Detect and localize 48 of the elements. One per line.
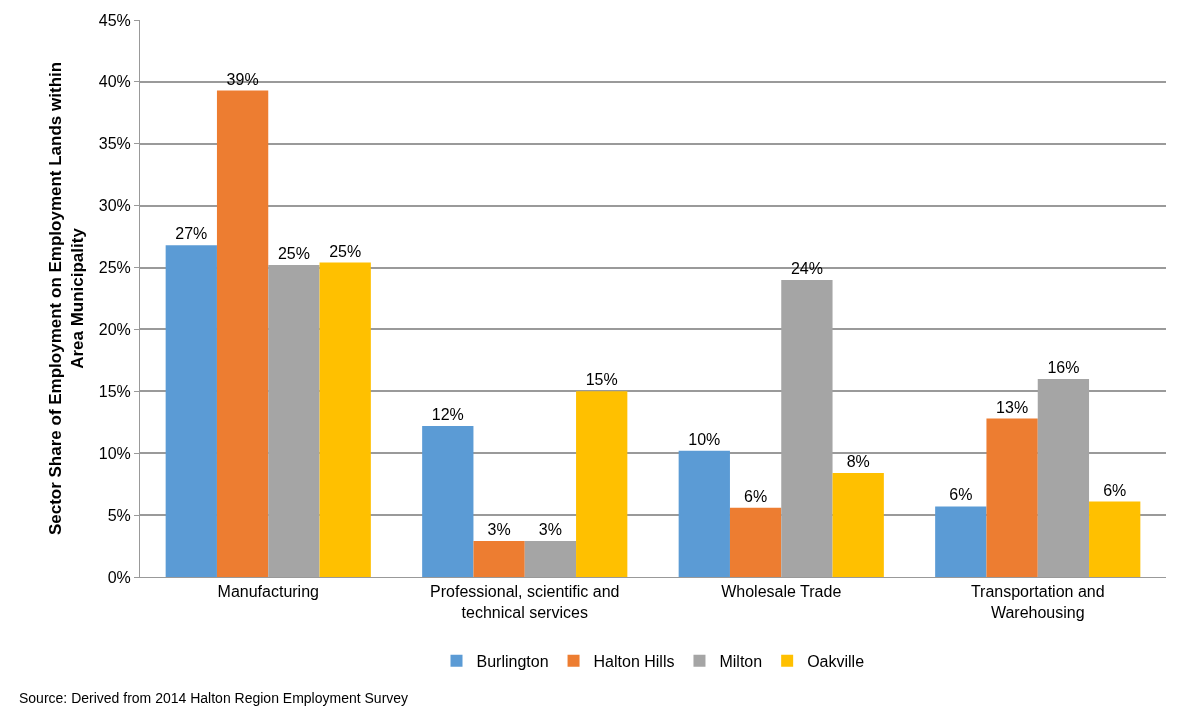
data-label: 27%	[175, 225, 208, 243]
legend-label: Milton	[719, 652, 763, 670]
y-axis-title: Sector Share of Employment on Employment Lands within Area Municipality	[46, 61, 88, 536]
y-tick-label: 35%	[98, 135, 131, 153]
data-label: 3%	[487, 521, 511, 539]
data-label: 39%	[226, 70, 259, 88]
y-tick-label: 40%	[98, 73, 131, 91]
bar	[678, 450, 730, 577]
legend-label: Halton Hills	[593, 652, 675, 670]
data-label: 15%	[585, 371, 618, 389]
data-label: 25%	[277, 245, 310, 263]
legend-label: Burlington	[476, 652, 549, 670]
data-label: 6%	[949, 486, 973, 504]
bar	[935, 506, 987, 577]
source-note: Source: Derived from 2014 Halton Region Employment Survey	[19, 690, 409, 706]
bar	[165, 245, 217, 577]
bar	[473, 541, 525, 577]
y-tick-label: 10%	[98, 444, 131, 462]
data-label: 3%	[538, 521, 562, 539]
y-tick-label: 30%	[98, 197, 131, 215]
data-label: 6%	[1103, 481, 1127, 499]
x-tick-label: Manufacturing	[217, 583, 319, 601]
data-label: 25%	[329, 242, 362, 260]
x-tick-label: Transportation and Warehousing	[970, 583, 1105, 621]
bar	[1089, 501, 1141, 577]
legend-label: Oakville	[807, 652, 865, 670]
data-label: 8%	[846, 453, 870, 471]
y-tick-label: 5%	[107, 506, 131, 524]
bar	[986, 418, 1038, 577]
y-tick-label: 25%	[98, 259, 131, 277]
data-label: 12%	[431, 405, 464, 423]
bar	[576, 391, 628, 577]
y-tick-label: 15%	[98, 382, 131, 400]
bar	[832, 473, 884, 577]
y-tick-label: 45%	[98, 11, 131, 29]
data-label: 10%	[688, 430, 721, 448]
data-label: 6%	[744, 487, 768, 505]
bar	[319, 262, 371, 577]
bar	[729, 507, 782, 577]
data-label: 16%	[1047, 358, 1080, 376]
bar	[216, 90, 269, 577]
x-tick-label: Professional, scientific and technical services	[430, 583, 620, 621]
data-label: 13%	[996, 398, 1029, 416]
bar	[422, 425, 474, 577]
x-tick-label: Wholesale Trade	[721, 583, 842, 601]
data-label: 24%	[790, 259, 823, 277]
y-tick-label: 20%	[98, 321, 131, 339]
y-tick-label: 0%	[107, 568, 131, 586]
